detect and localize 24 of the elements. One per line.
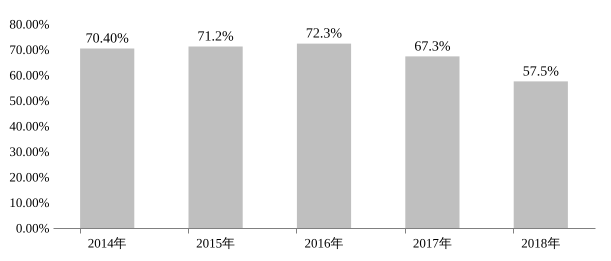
data-label: 72.3%: [306, 26, 342, 42]
x-tick-label: 2015年: [196, 236, 236, 250]
bar: [296, 44, 352, 228]
x-tick-label: 2016年: [304, 236, 344, 250]
y-tick-label: 20.00%: [9, 170, 50, 184]
data-label: 71.2%: [198, 29, 234, 44]
y-tick-label: 30.00%: [9, 144, 50, 159]
bar: [80, 48, 134, 228]
x-tick-label: 2018年: [521, 236, 560, 250]
bar: [188, 46, 243, 228]
x-tick-label: 2017年: [412, 236, 452, 250]
bar: [514, 81, 568, 228]
x-tick-label: 2014年: [88, 236, 127, 250]
y-tick-label: 70.00%: [9, 42, 50, 57]
y-tick-label: 40.00%: [9, 118, 50, 134]
y-tick-label: 60.00%: [9, 68, 50, 82]
y-tick-label: 10.00%: [9, 195, 50, 210]
data-label: 70.40%: [86, 31, 130, 46]
bar: [405, 56, 460, 228]
y-tick-label: 80.00%: [9, 16, 50, 32]
data-label: 57.5%: [522, 64, 560, 80]
y-tick-label: 0.00%: [16, 220, 50, 236]
y-tick-label: 50.00%: [9, 93, 50, 108]
data-label: 67.3%: [414, 39, 451, 54]
